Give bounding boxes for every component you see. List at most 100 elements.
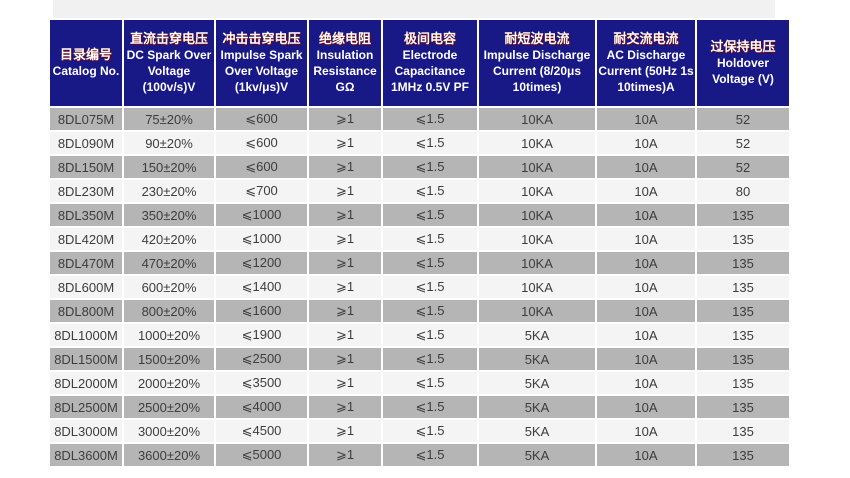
table-cell: ⩽1.5: [383, 300, 477, 322]
header-en-label: Insulation: [316, 48, 374, 62]
table-row-8DL2000M: 8DL2000M 2000±20% ⩽3500 ⩾1 ⩽1.5 5KA 10A 135: [50, 372, 789, 394]
table-cell: 135: [697, 324, 789, 346]
table-cell: ⩽2500: [216, 348, 307, 370]
table-cell: 5KA: [479, 444, 595, 466]
table-cell: ⩽4500: [216, 420, 307, 442]
table-cell: 10A: [597, 180, 695, 202]
table-cell: ⩽1.5: [383, 252, 477, 274]
header-cell-5: 耐短波电流 Impulse Discharge Current (8/20μs 10t…: [479, 20, 595, 106]
catalog-no-cell: 8DL090M: [50, 132, 122, 154]
table-cell: ⩽5000: [216, 444, 307, 466]
table-cell: ⩾1: [309, 204, 381, 226]
table-cell: ⩽1.5: [383, 228, 477, 250]
table-cell: ⩽3500: [216, 372, 307, 394]
table-cell: ⩽1.5: [383, 420, 477, 442]
table-cell: 350±20%: [124, 204, 214, 226]
table-cell: ⩽1900: [216, 324, 307, 346]
table-cell: ⩾1: [309, 444, 381, 466]
table-row-8DL1500M: 8DL1500M 1500±20% ⩽2500 ⩾1 ⩽1.5 5KA 10A 135: [50, 348, 789, 370]
table-cell: 135: [697, 444, 789, 466]
catalog-no-cell: 8DL3000M: [50, 420, 122, 442]
table-cell: 10A: [597, 300, 695, 322]
table-cell: 52: [697, 132, 789, 154]
table-cell: ⩽1000: [216, 228, 307, 250]
header-en-label: Impulse Spark: [220, 48, 303, 62]
table-cell: ⩾1: [309, 324, 381, 346]
table-cell: ⩽1.5: [383, 108, 477, 130]
table-cell: 10A: [597, 252, 695, 274]
table-cell: 1500±20%: [124, 348, 214, 370]
header-zh-label: 目录编号: [59, 47, 112, 62]
header-en-label: (100v/s)V: [142, 80, 196, 94]
header-cell-4: 极间电容 Electrode Capacitance 1MHz 0.5V PF: [383, 20, 477, 106]
table-cell: ⩽1.5: [383, 132, 477, 154]
header-en-label: Over Voltage: [224, 64, 299, 78]
table-cell: ⩽600: [216, 108, 307, 130]
table-cell: 135: [697, 420, 789, 442]
table-row-8DL3600M: 8DL3600M 3600±20% ⩽5000 ⩾1 ⩽1.5 5KA 10A 135: [50, 444, 789, 466]
table-cell: 90±20%: [124, 132, 214, 154]
table-row-8DL470M: 8DL470M 470±20% ⩽1200 ⩾1 ⩽1.5 10KA 10A 135: [50, 252, 789, 274]
catalog-no-cell: 8DL1000M: [50, 324, 122, 346]
catalog-no-cell: 8DL2500M: [50, 396, 122, 418]
header-zh-label: 过保持电压: [710, 39, 776, 54]
header-cell-2: 冲击击穿电压 Impulse Spark Over Voltage (1kv/μs)V: [216, 20, 307, 106]
table-cell: ⩾1: [309, 156, 381, 178]
table-row-8DL090M: 8DL090M 90±20% ⩽600 ⩾1 ⩽1.5 10KA 10A 52: [50, 132, 789, 154]
table-row-8DL800M: 8DL800M 800±20% ⩽1600 ⩾1 ⩽1.5 10KA 10A 135: [50, 300, 789, 322]
header-en-label: 10times)A: [617, 80, 675, 94]
table-cell: ⩽700: [216, 180, 307, 202]
table-cell: 10A: [597, 276, 695, 298]
table-cell: 10A: [597, 156, 695, 178]
header-en-label: Resistance: [313, 64, 377, 78]
catalog-no-cell: 8DL350M: [50, 204, 122, 226]
table-row-8DL150M: 8DL150M 150±20% ⩽600 ⩾1 ⩽1.5 10KA 10A 52: [50, 156, 789, 178]
table-row-8DL350M: 8DL350M 350±20% ⩽1000 ⩾1 ⩽1.5 10KA 10A 135: [50, 204, 789, 226]
table-cell: 10A: [597, 204, 695, 226]
table-cell: ⩽1.5: [383, 204, 477, 226]
table-cell: ⩾1: [309, 396, 381, 418]
catalog-no-cell: 8DL800M: [50, 300, 122, 322]
table-cell: ⩽1.5: [383, 372, 477, 394]
table-cell: 10KA: [479, 108, 595, 130]
table-cell: 10KA: [479, 204, 595, 226]
table-cell: ⩾1: [309, 300, 381, 322]
table-cell: ⩽600: [216, 156, 307, 178]
catalog-no-cell: 8DL230M: [50, 180, 122, 202]
table-cell: 135: [697, 252, 789, 274]
table-cell: 10KA: [479, 252, 595, 274]
header-en-label: 10times): [512, 80, 562, 94]
table-cell: 5KA: [479, 372, 595, 394]
table-cell: 10KA: [479, 180, 595, 202]
table-cell: 10A: [597, 372, 695, 394]
header-en-label: GΩ: [335, 80, 355, 94]
table-cell: 10KA: [479, 132, 595, 154]
spec-table: 目录编号 Catalog No. 直流击穿电压 DC Spark Over Voltag…: [48, 18, 791, 468]
table-row-8DL3000M: 8DL3000M 3000±20% ⩽4500 ⩾1 ⩽1.5 5KA 10A 135: [50, 420, 789, 442]
table-cell: 10A: [597, 132, 695, 154]
header-en-label: DC Spark Over: [126, 48, 212, 62]
table-cell: 2500±20%: [124, 396, 214, 418]
table-cell: 135: [697, 348, 789, 370]
header-en-label: Electrode: [402, 48, 458, 62]
table-cell: ⩾1: [309, 180, 381, 202]
table-cell: 10A: [597, 444, 695, 466]
table-cell: 5KA: [479, 348, 595, 370]
catalog-no-cell: 8DL2000M: [50, 372, 122, 394]
header-cell-3: 绝缘电阻 Insulation Resistance GΩ: [309, 20, 381, 106]
table-cell: 230±20%: [124, 180, 214, 202]
table-cell: 10KA: [479, 228, 595, 250]
table-cell: 2000±20%: [124, 372, 214, 394]
header-zh-label: 耐短波电流: [504, 31, 570, 46]
header-en-label: Voltage (V): [712, 72, 774, 86]
table-cell: ⩾1: [309, 252, 381, 274]
table-cell: 5KA: [479, 324, 595, 346]
catalog-no-cell: 8DL600M: [50, 276, 122, 298]
header-en-label: Voltage: [147, 64, 191, 78]
header-cell-6: 耐交流电流 AC Discharge Current (50Hz 1s 10times…: [597, 20, 695, 106]
table-cell: ⩽1.5: [383, 348, 477, 370]
table-cell: 800±20%: [124, 300, 214, 322]
table-cell: 600±20%: [124, 276, 214, 298]
table-cell: ⩽1200: [216, 252, 307, 274]
table-cell: ⩽1600: [216, 300, 307, 322]
